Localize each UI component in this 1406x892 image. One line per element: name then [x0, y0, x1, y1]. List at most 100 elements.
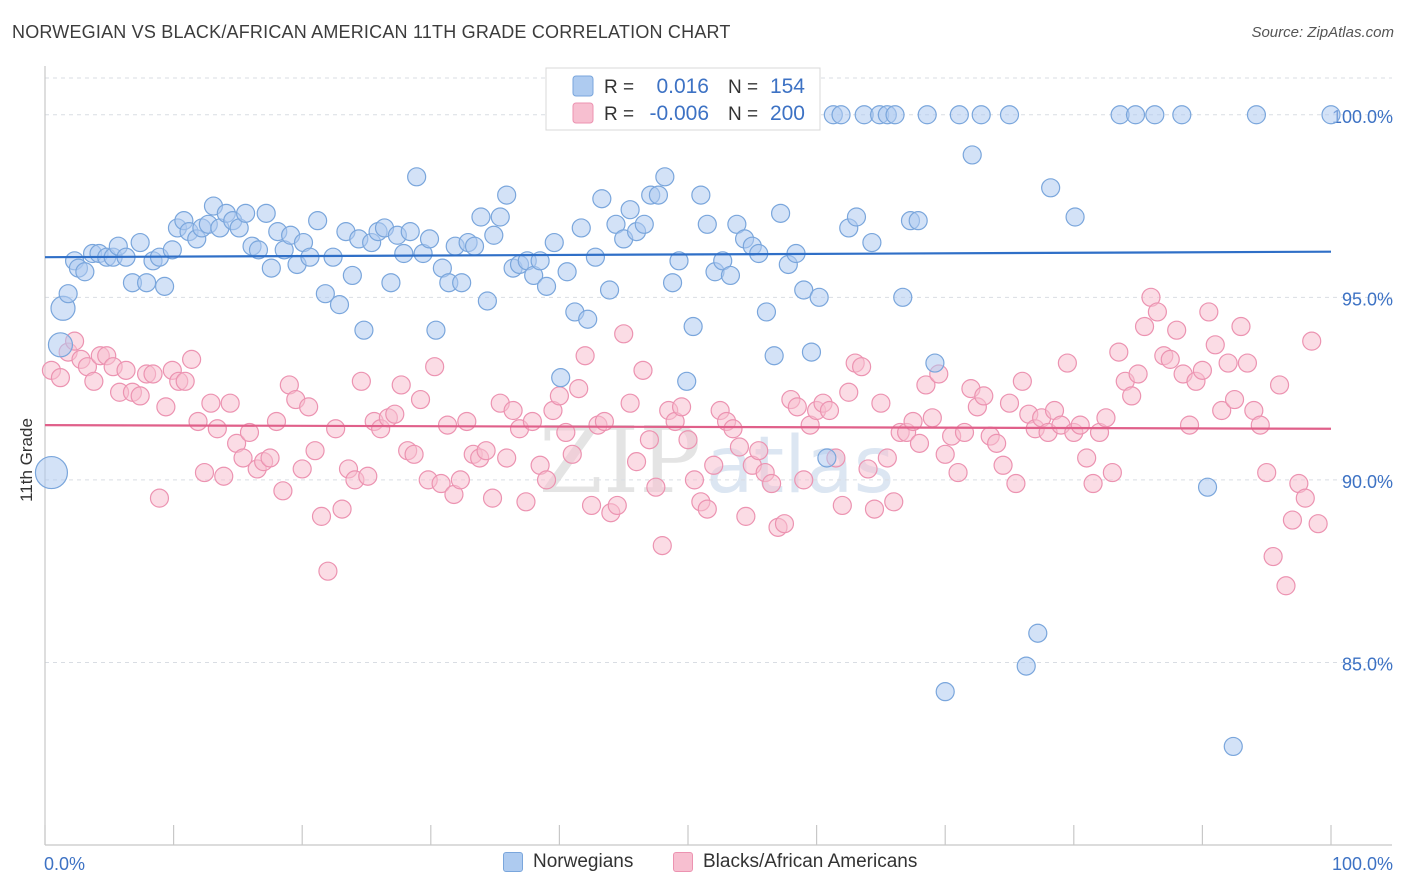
norwegian-point	[557, 262, 577, 282]
norwegian-point	[908, 211, 928, 231]
black-african-american-point	[916, 375, 936, 395]
norwegian-point	[620, 200, 640, 220]
black-african-american-point	[457, 411, 477, 432]
black-african-american-point	[156, 397, 176, 417]
norwegian-point	[1065, 207, 1085, 227]
black-african-american-point	[987, 433, 1007, 453]
black-african-american-point	[626, 452, 647, 472]
black-african-american-point	[1212, 400, 1232, 421]
black-african-american-point	[1237, 353, 1258, 373]
black-african-american-point	[130, 386, 150, 406]
black-african-american-point	[729, 437, 750, 457]
norwegian-point	[536, 276, 557, 296]
norwegian-point	[300, 247, 320, 267]
black-african-american-point	[1057, 353, 1077, 373]
black-african-american-point	[437, 415, 458, 435]
norwegian-point	[1172, 105, 1192, 125]
norwegian-point	[770, 203, 791, 223]
black-african-american-point	[903, 411, 923, 432]
black-african-american-point	[1269, 375, 1290, 395]
black-african-american-point	[1128, 364, 1148, 384]
norwegian-point	[464, 236, 485, 256]
norwegian-point	[490, 207, 510, 227]
norwegian-point	[58, 284, 78, 304]
norwegian-point	[1223, 736, 1243, 757]
norwegian-point	[794, 280, 814, 300]
x-tick-labels: 0.0% 100.0%	[44, 854, 1393, 874]
norwegian-point	[599, 280, 620, 300]
y-tick-label: 85.0%	[1342, 654, 1393, 674]
black-african-american-point	[431, 473, 451, 494]
norwegian-point	[1016, 656, 1036, 676]
y-tick-labels: 85.0% 90.0% 95.0% 100.0%	[1332, 107, 1393, 675]
black-african-american-point	[549, 386, 570, 406]
legend-swatch-blue	[503, 852, 523, 872]
norwegian-point	[764, 346, 784, 366]
norwegian-point	[862, 232, 882, 253]
black-african-american-point	[562, 444, 582, 464]
norwegian-point	[400, 222, 420, 242]
black-african-american-point	[1109, 342, 1129, 362]
norwegian-point	[497, 185, 517, 205]
black-african-american-point	[1224, 389, 1245, 410]
norwegian-point	[683, 316, 703, 337]
black-african-american-point	[909, 433, 930, 453]
norwegian-point	[308, 211, 328, 231]
black-african-american-point	[516, 492, 536, 512]
norwegian-point	[662, 273, 683, 293]
norwegian-point	[452, 273, 472, 293]
black-african-american-point	[871, 393, 891, 413]
black-african-american-point	[852, 357, 872, 377]
black-african-american-point	[188, 411, 208, 432]
black-african-american-point	[1192, 360, 1213, 380]
norwegian-point	[1321, 105, 1341, 125]
norwegian-point	[248, 240, 269, 260]
black-african-american-point	[723, 419, 743, 439]
black-african-american-point	[678, 430, 698, 450]
trend-lines	[44, 250, 1332, 430]
norwegian-point	[669, 251, 689, 271]
black-african-american-point	[260, 448, 280, 468]
black-african-american-point	[273, 481, 293, 501]
norwegian-point	[323, 247, 343, 267]
legend-n-value: 154	[770, 75, 805, 98]
norwegian-point	[477, 291, 497, 311]
norwegian-point	[817, 448, 837, 468]
norwegian-point	[801, 342, 822, 362]
black-african-american-point	[1308, 514, 1328, 534]
legend-item-norwegians: Norwegians	[503, 851, 633, 873]
black-african-american-point	[1122, 386, 1142, 406]
black-african-american-point	[1302, 331, 1322, 351]
norwegian-point	[1041, 178, 1061, 198]
norwegian-point	[756, 302, 777, 322]
norwegian-point	[999, 105, 1020, 125]
norwegian-point	[962, 145, 982, 165]
norwegian-point	[1145, 105, 1165, 125]
black-african-american-point	[385, 404, 405, 424]
x-tick-label: 100.0%	[1332, 854, 1393, 874]
black-african-american-point	[884, 492, 904, 512]
black-african-american-point	[704, 455, 724, 475]
black-african-american-point	[1218, 353, 1238, 373]
black-african-american-point	[787, 397, 807, 417]
black-african-american-point	[84, 371, 104, 391]
black-african-american-point	[1231, 316, 1251, 337]
norwegian-point	[893, 287, 913, 307]
black-african-american-point	[749, 441, 769, 461]
norwegian-point	[917, 105, 937, 125]
black-african-american-point	[182, 349, 202, 369]
norwegian-point	[691, 185, 711, 205]
black-african-american-point	[864, 499, 885, 519]
black-african-american-point	[239, 422, 260, 443]
trend-line-norwegians	[44, 250, 1332, 259]
black-african-american-point	[318, 561, 338, 581]
black-african-american-point	[1295, 488, 1315, 508]
norwegian-point	[1246, 105, 1267, 125]
black-african-american-point	[935, 444, 955, 464]
norwegian-point	[1125, 105, 1146, 125]
norwegian-point	[655, 167, 675, 187]
black-african-american-point	[299, 397, 319, 417]
black-african-american-point	[1096, 408, 1116, 428]
axes	[44, 66, 1392, 846]
